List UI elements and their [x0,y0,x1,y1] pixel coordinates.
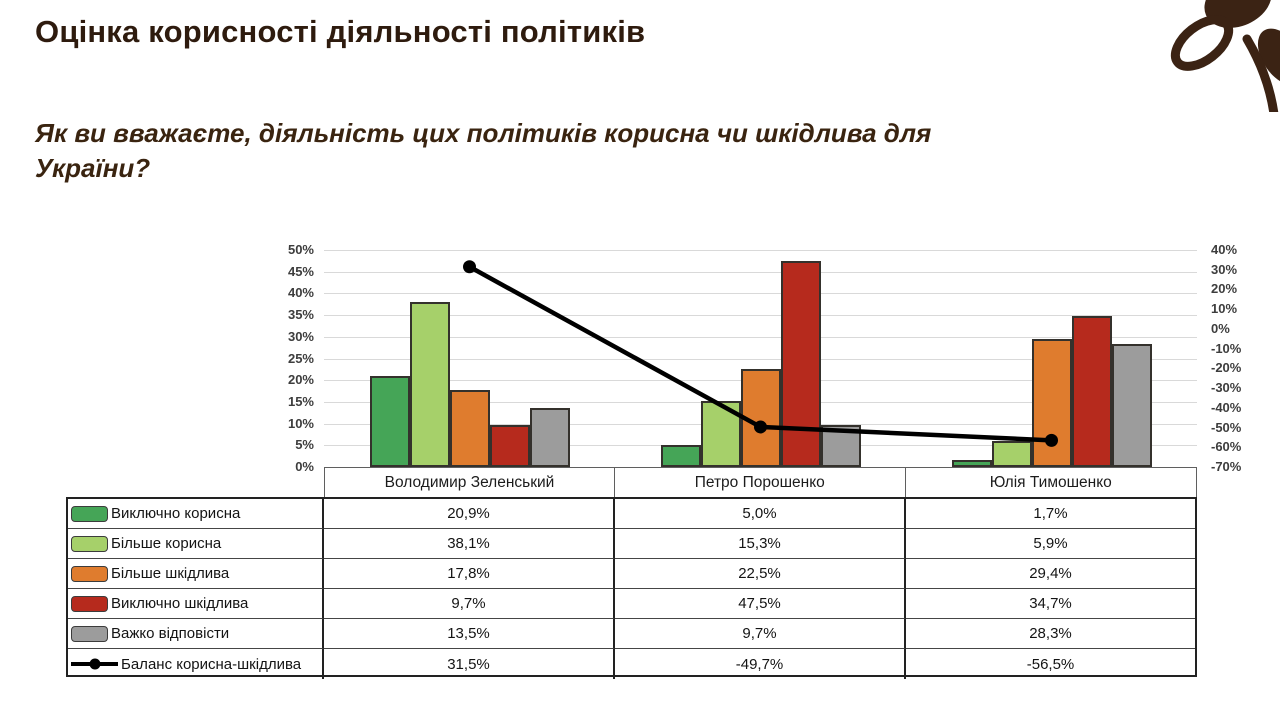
legend-cell: Виключно корисна [68,499,324,529]
balance-line-swatch-icon [71,656,118,672]
value-cell: 9,7% [615,619,906,649]
right-axis-tick: 40% [1211,242,1238,257]
bar-series4-cat3 [1071,316,1112,467]
value-cell: 1,7% [906,499,1195,529]
right-axis-tick: -40% [1211,399,1242,415]
category-label-zelensky: Володимир Зеленський [324,467,615,498]
value-cell: -49,7% [615,649,906,679]
bar-series1-cat3 [951,459,992,467]
series-label: Більше шкідлива [111,565,230,582]
value-cell: 29,4% [906,559,1195,589]
question-line-1: Як ви вважаєте, діяльність цих політиків… [35,118,932,148]
question-line-2: України? [35,153,151,183]
left-axis-tick: 20% [287,372,314,388]
bar-series2-cat3 [991,441,1032,467]
legend-cell: Більше корисна [68,529,324,559]
gridline [324,336,1197,338]
bar-series5-cat1 [529,408,570,467]
page-title: Оцінка корисності діяльності політиків [35,14,646,49]
value-cell: 9,7% [324,589,615,619]
category-label-tymoshenko: Юлія Тимошенко [904,467,1197,498]
bar-series5-cat3 [1111,344,1152,467]
value-cell: 31,5% [324,649,615,679]
gridline [324,358,1197,360]
series-swatch-green [71,505,108,522]
bar-series3-cat1 [449,389,490,467]
series-label: Виключно шкідлива [111,595,249,612]
gridline [324,250,1197,251]
gridline [324,315,1197,317]
bar-series4-cat1 [489,424,530,467]
right-axis-tick: -50% [1211,419,1242,435]
value-cell: 15,3% [615,529,906,559]
bar-series1-cat2 [660,445,701,467]
series-swatch-lightgreen [71,535,108,552]
series-label: Виключно корисна [111,505,241,522]
gridline [324,293,1197,295]
gridline [324,271,1197,273]
left-axis-tick: 10% [287,415,314,431]
right-axis-tick: -10% [1211,340,1242,356]
line-marker [754,420,767,434]
line-marker [1045,433,1058,447]
legend-cell: Важко відповісти [68,619,324,649]
right-axis-tick: -30% [1211,380,1242,396]
flower-logo-icon [1170,0,1280,112]
balance-line [467,264,1054,443]
left-axis-tick: 30% [287,328,314,344]
value-cell: 47,5% [615,589,906,619]
left-axis-tick: 15% [287,393,314,409]
value-cell: 17,8% [324,559,615,589]
left-axis-tick: 25% [287,350,314,366]
right-axis-tick: 20% [1211,281,1238,297]
value-cell: 38,1% [324,529,615,559]
data-table: Виключно корисна 20,9% 5,0% 1,7% Більше … [66,497,1197,679]
series-label: Більше корисна [111,535,222,552]
left-axis-tick: 35% [287,307,314,323]
value-cell: 20,9% [324,499,615,529]
bar-series2-cat1 [409,301,450,467]
series-label: Баланс корисна-шкідлива [121,655,302,673]
series-swatch-gray [71,625,108,642]
left-axis-tick: 0% [295,459,314,474]
bar-series1-cat1 [369,376,410,467]
left-axis-tick: 45% [287,263,314,279]
bar-series2-cat2 [700,400,741,467]
left-axis-tick: 5% [295,437,314,453]
right-axis-tick: -20% [1211,360,1242,376]
legend-cell: Виключно шкідлива [68,589,324,619]
survey-question: Як ви вважаєте, діяльність цих політиків… [35,116,931,186]
category-label-poroshenko: Петро Порошенко [613,467,906,498]
value-cell: 5,9% [906,529,1195,559]
legend-cell: Більше шкідлива [68,559,324,589]
right-axis-tick: -70% [1211,459,1242,474]
value-cell: -56,5% [1026,655,1075,673]
bar-series4-cat2 [780,260,821,467]
series-label: Важко відповісти [111,625,230,642]
legend-cell: Баланс корисна-шкідлива [68,649,324,679]
value-cell: 22,5% [615,559,906,589]
series-swatch-red [71,595,108,612]
line-marker [463,260,476,274]
right-axis-tick: -60% [1211,439,1242,455]
value-cell: 5,0% [615,499,906,529]
left-axis-tick: 50% [287,242,314,257]
right-axis-tick: 30% [1211,261,1238,277]
series-swatch-orange [71,565,108,582]
value-cell: 28,3% [906,619,1195,649]
right-axis-tick: 10% [1211,301,1238,317]
value-cell: 34,7% [906,589,1195,619]
value-cell: 13,5% [324,619,615,649]
right-axis-tick: 0% [1211,320,1230,336]
left-axis-tick: 40% [287,285,314,301]
